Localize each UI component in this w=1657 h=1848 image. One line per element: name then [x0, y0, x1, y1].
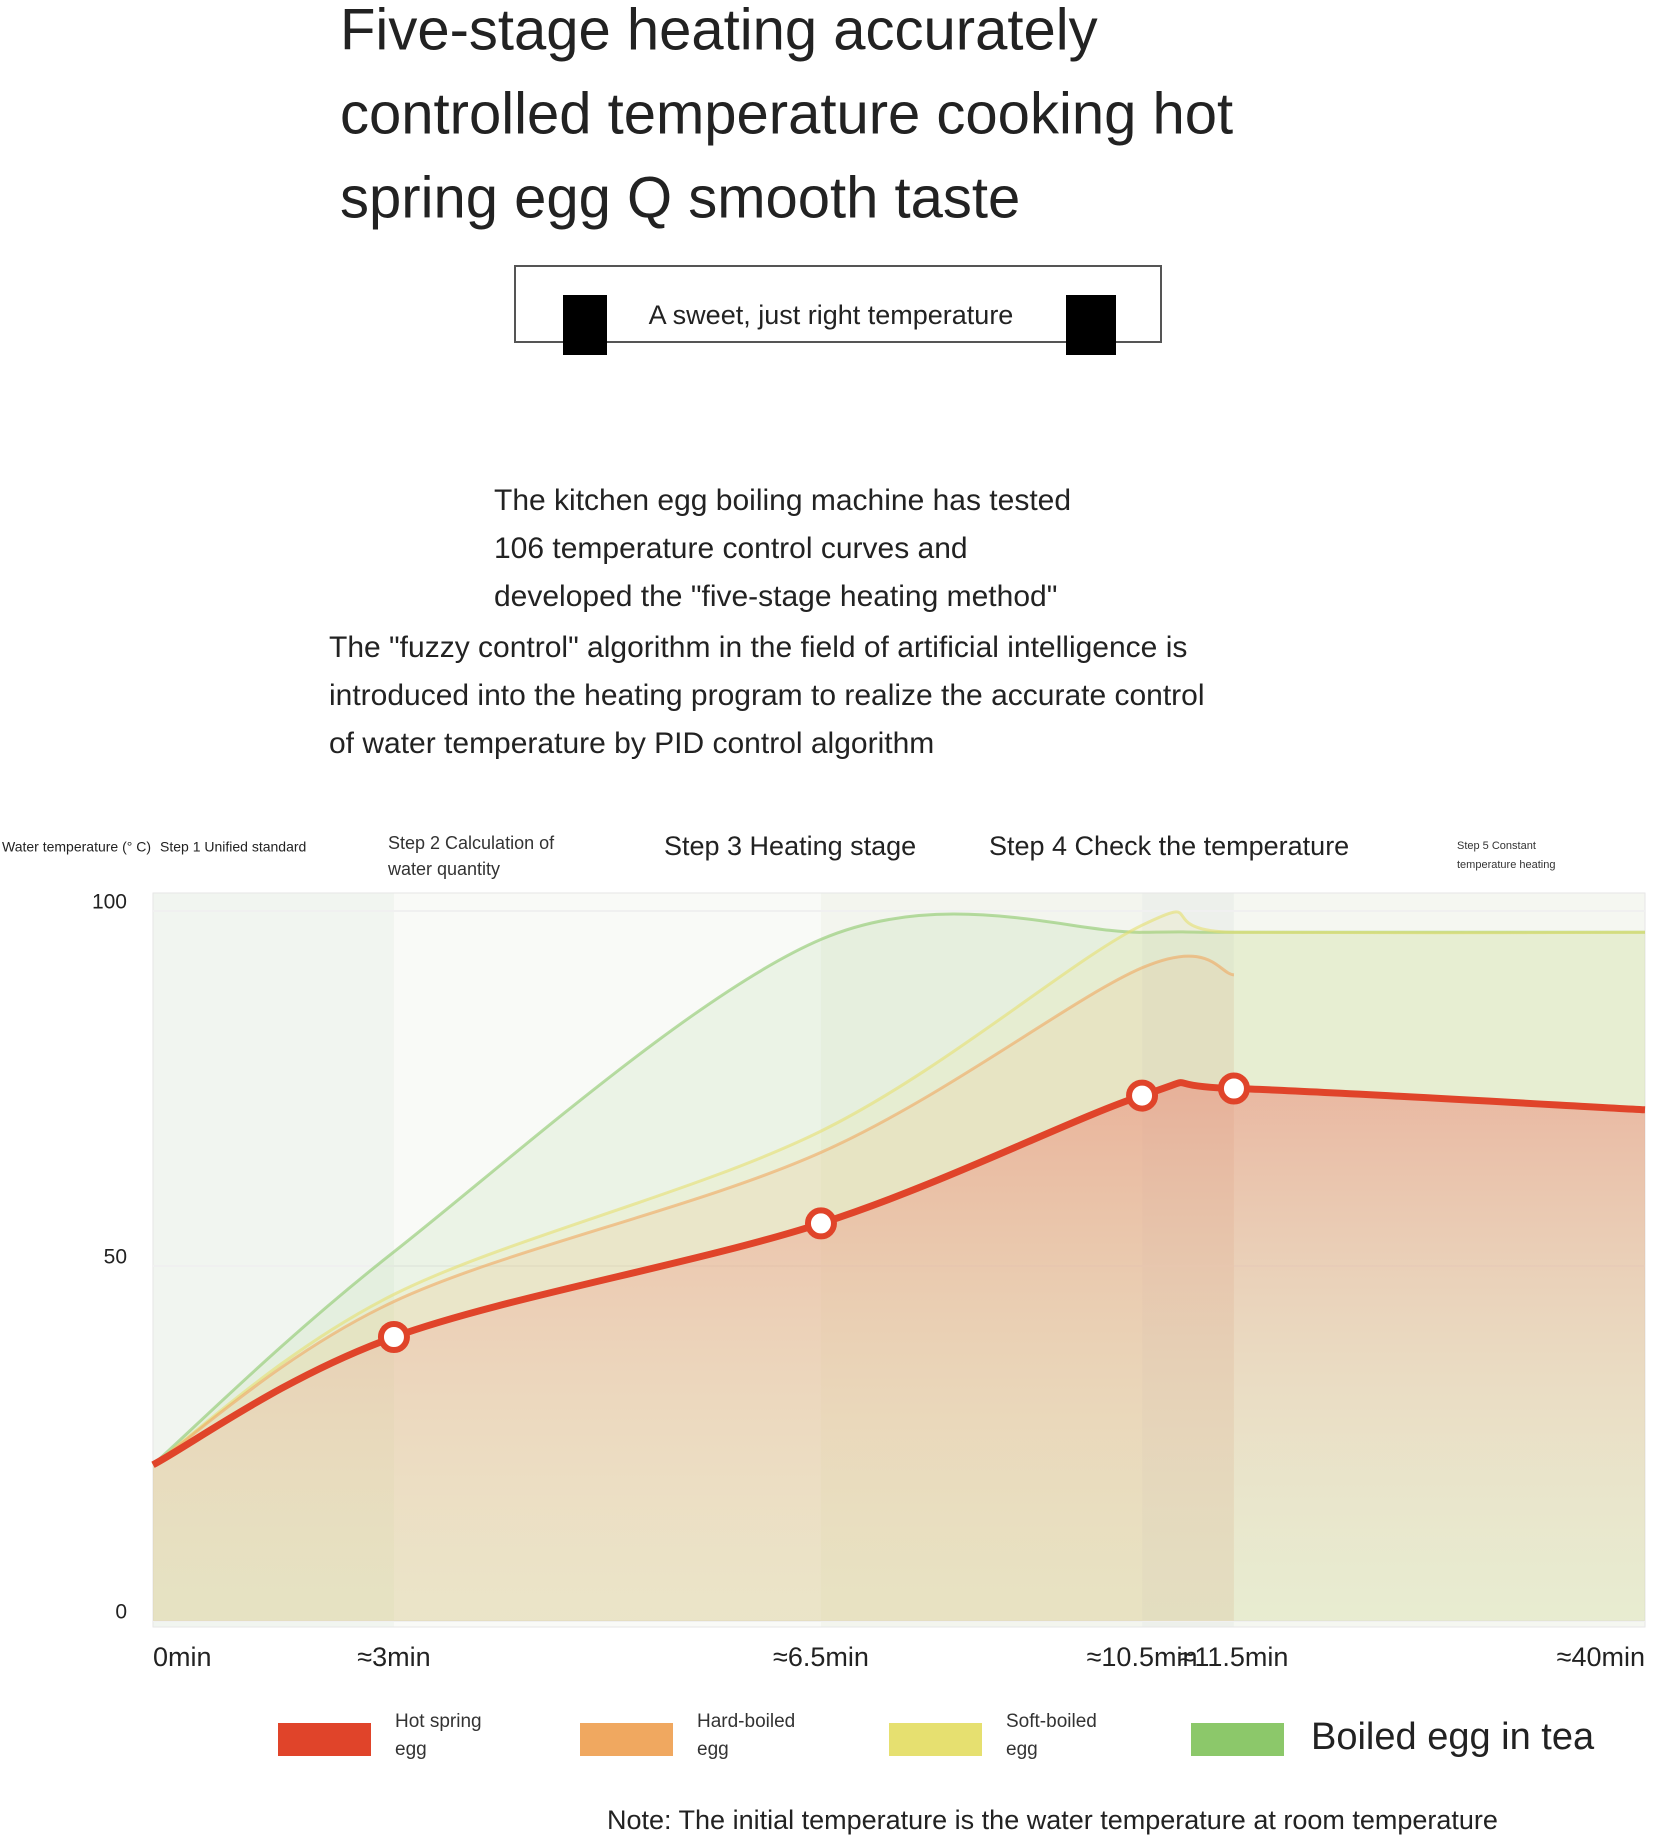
- title-line: spring egg Q smooth taste: [340, 165, 1020, 230]
- tagline: A sweet, just right temperature: [649, 300, 1014, 330]
- y-tick-label: 100: [92, 891, 127, 914]
- note: Note: The initial temperature is the wat…: [607, 1805, 1498, 1835]
- intro-line: introduced into the heating program to r…: [329, 679, 1205, 712]
- x-tick-label: ≈6.5min: [773, 1642, 869, 1672]
- marker: [1126, 1079, 1159, 1112]
- legend-label: Hard-boiled egg: [697, 1711, 796, 1760]
- title-line: Five-stage heating accurately: [340, 0, 1098, 62]
- y-axis-label: Water temperature (° C): [2, 839, 151, 855]
- intro-line: 106 temperature control curves and: [494, 532, 968, 565]
- step-label: Step 3 Heating stage: [664, 831, 916, 861]
- marker: [804, 1207, 837, 1240]
- x-tick-label: ≈40min: [1557, 1642, 1645, 1672]
- x-tick-label: 0min: [153, 1642, 212, 1672]
- area: [153, 1082, 1645, 1621]
- legend-label: Boiled egg in tea: [1311, 1716, 1595, 1758]
- x-tick-label: ≈11.5min: [1180, 1642, 1289, 1672]
- step-label: Step 1 Unified standard: [160, 839, 306, 855]
- tagline-block: [563, 295, 607, 355]
- y-tick-label: 50: [104, 1246, 127, 1269]
- legend-swatch: [889, 1723, 982, 1756]
- legend-swatch: [580, 1723, 673, 1756]
- line: [152, 954, 1235, 1467]
- x-tick-label: ≈10.5min: [1087, 1642, 1198, 1672]
- y-tick-label: 0: [115, 1601, 127, 1624]
- legend-label: Hot spring egg: [395, 1711, 482, 1760]
- tagline-block: [1066, 295, 1116, 355]
- step-label: Step 2 Calculation of water quantity: [388, 833, 555, 879]
- intro-line: of water temperature by PID control algo…: [329, 727, 934, 760]
- line: [152, 910, 1646, 1467]
- title-line: controlled temperature cooking hot: [340, 81, 1233, 146]
- legend-swatch: [1191, 1723, 1284, 1756]
- intro-line: developed the "five-stage heating method…: [494, 580, 1057, 613]
- legend-label: Soft-boiled egg: [1006, 1711, 1097, 1760]
- intro-line: The kitchen egg boiling machine has test…: [494, 484, 1071, 517]
- x-tick-label: ≈3min: [357, 1642, 430, 1672]
- legend-swatch: [278, 1723, 371, 1756]
- tagline-box: [514, 265, 1162, 343]
- step-label: Step 5 Constant temperature heating: [1457, 840, 1556, 871]
- step-label: Step 4 Check the temperature: [989, 831, 1349, 861]
- marker: [1217, 1072, 1250, 1105]
- marker: [377, 1321, 410, 1353]
- intro-line: The "fuzzy control" algorithm in the fie…: [329, 631, 1187, 664]
